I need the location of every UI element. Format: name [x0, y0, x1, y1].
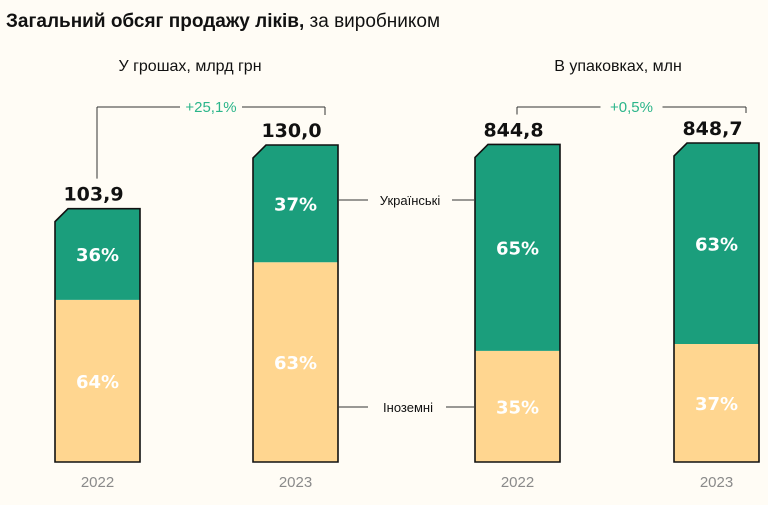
bar-total-label: 103,9 — [63, 184, 123, 206]
bar-segment-foreign — [55, 299, 140, 462]
bar-outline — [252, 144, 339, 463]
chart-title-regular: за виробником — [304, 11, 440, 32]
ukrainian-pct-label: 37% — [274, 195, 317, 216]
chart-title-bold: Загальний обсяг продажу ліків, — [6, 11, 304, 32]
bar-segment-foreign — [253, 262, 338, 462]
group-subtitle: У грошах, млрд грн — [118, 58, 261, 75]
year-label: 2022 — [501, 474, 534, 491]
legend-label-foreign: Іноземні — [383, 400, 433, 415]
bar-segment-foreign — [475, 350, 560, 462]
growth-label: +25,1% — [185, 99, 236, 116]
ukrainian-pct-label: 36% — [76, 245, 119, 266]
bar-total-label: 130,0 — [261, 120, 321, 142]
ukrainian-pct-label: 63% — [695, 234, 738, 255]
bar-outline — [474, 143, 561, 463]
bar-total-label: 844,8 — [483, 119, 543, 141]
foreign-pct-label: 64% — [76, 372, 119, 393]
year-label: 2023 — [700, 474, 733, 491]
bar-segment-ukrainian — [475, 144, 560, 351]
chart-title: Загальний обсяг продажу ліків, за виробн… — [6, 11, 440, 32]
foreign-pct-label: 35% — [496, 397, 539, 418]
bar-segment-ukrainian — [253, 145, 338, 263]
bar-total-label: 848,7 — [682, 118, 742, 140]
bar-segment-ukrainian — [674, 143, 759, 344]
bar-segment-foreign — [674, 343, 759, 462]
bar-outline — [54, 207, 141, 463]
foreign-pct-label: 37% — [695, 394, 738, 415]
group-subtitle: В упаковках, млн — [554, 58, 682, 75]
growth-label: +0,5% — [610, 99, 653, 116]
foreign-pct-label: 63% — [274, 353, 317, 374]
legend-label-ukrainian: Українські — [380, 193, 441, 208]
bar-outline — [673, 142, 760, 463]
ukrainian-pct-label: 65% — [496, 239, 539, 260]
bar-segment-ukrainian — [55, 208, 140, 300]
year-label: 2022 — [81, 474, 114, 491]
year-label: 2023 — [279, 474, 312, 491]
